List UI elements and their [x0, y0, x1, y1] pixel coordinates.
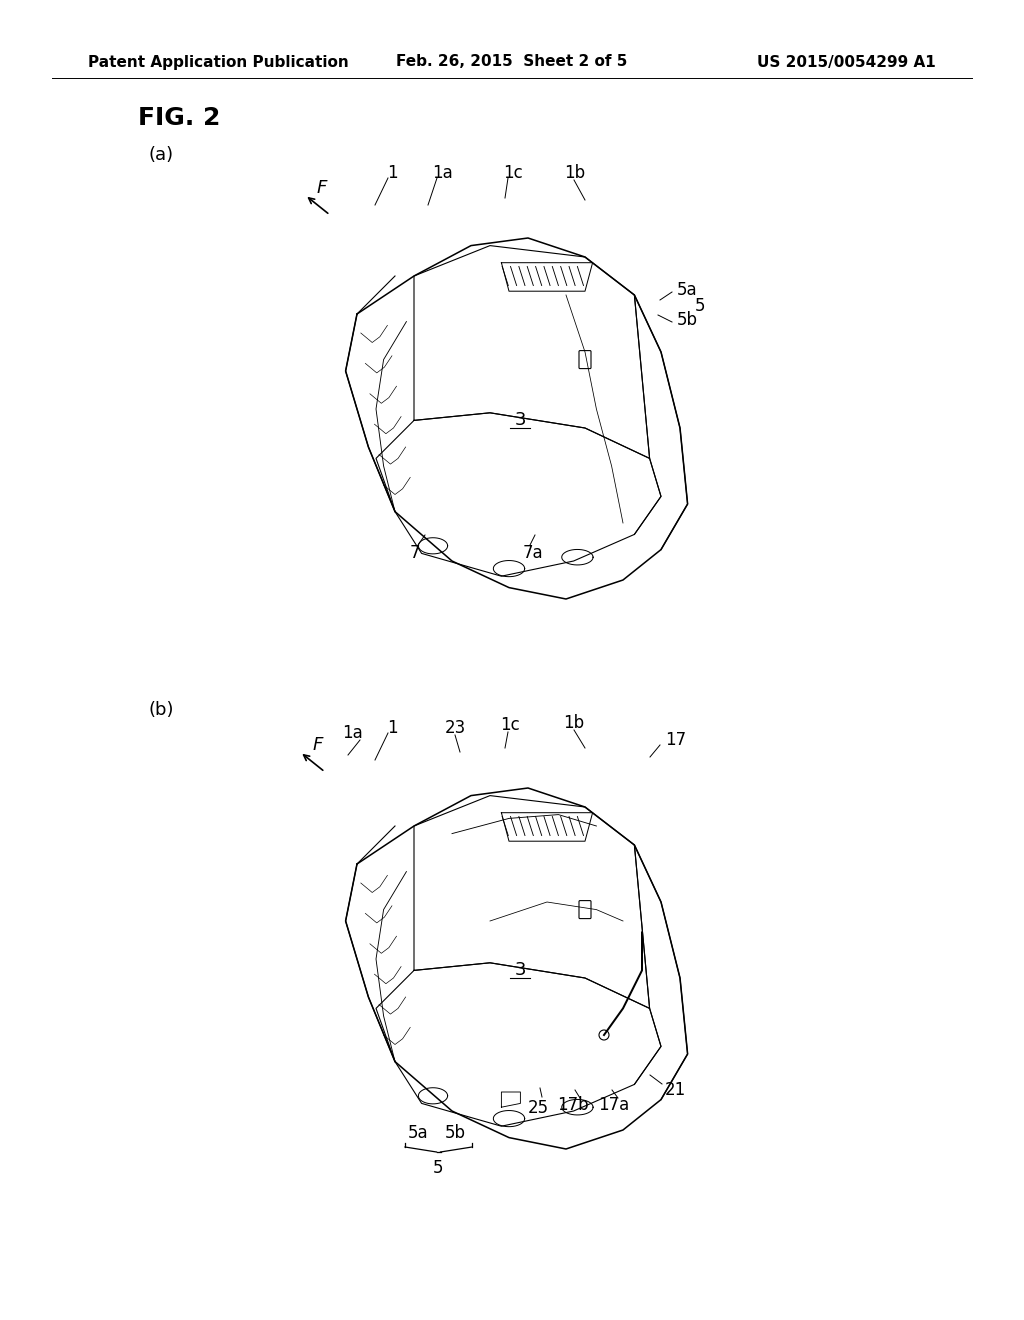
- Text: 7a: 7a: [522, 544, 544, 562]
- Text: Feb. 26, 2015  Sheet 2 of 5: Feb. 26, 2015 Sheet 2 of 5: [396, 54, 628, 70]
- Text: 17a: 17a: [598, 1096, 630, 1114]
- Text: 5: 5: [695, 297, 706, 315]
- Text: 17: 17: [665, 731, 686, 748]
- Text: 1a: 1a: [432, 164, 454, 182]
- Text: 1: 1: [387, 164, 397, 182]
- Text: 7: 7: [410, 544, 420, 562]
- Text: 21: 21: [665, 1081, 686, 1100]
- Text: 5b: 5b: [444, 1125, 466, 1142]
- Text: (b): (b): [148, 701, 173, 719]
- Text: 5: 5: [433, 1159, 443, 1177]
- Text: 5b: 5b: [677, 312, 698, 329]
- Text: 25: 25: [527, 1100, 549, 1117]
- Text: Patent Application Publication: Patent Application Publication: [88, 54, 349, 70]
- Text: US 2015/0054299 A1: US 2015/0054299 A1: [758, 54, 936, 70]
- Text: 1c: 1c: [500, 715, 520, 734]
- Text: F: F: [312, 737, 324, 754]
- Text: 1: 1: [387, 719, 397, 737]
- Text: 1c: 1c: [503, 164, 523, 182]
- Text: 3: 3: [514, 961, 525, 979]
- Text: 23: 23: [444, 719, 466, 737]
- Text: (a): (a): [148, 147, 173, 164]
- Text: F: F: [316, 180, 328, 197]
- Text: 5a: 5a: [677, 281, 697, 300]
- Text: 17b: 17b: [557, 1096, 589, 1114]
- Text: 1b: 1b: [564, 164, 586, 182]
- Text: 1a: 1a: [342, 723, 362, 742]
- Text: 5a: 5a: [408, 1125, 428, 1142]
- Text: FIG. 2: FIG. 2: [138, 106, 220, 129]
- Text: 3: 3: [514, 411, 525, 429]
- Text: 1b: 1b: [563, 714, 585, 733]
